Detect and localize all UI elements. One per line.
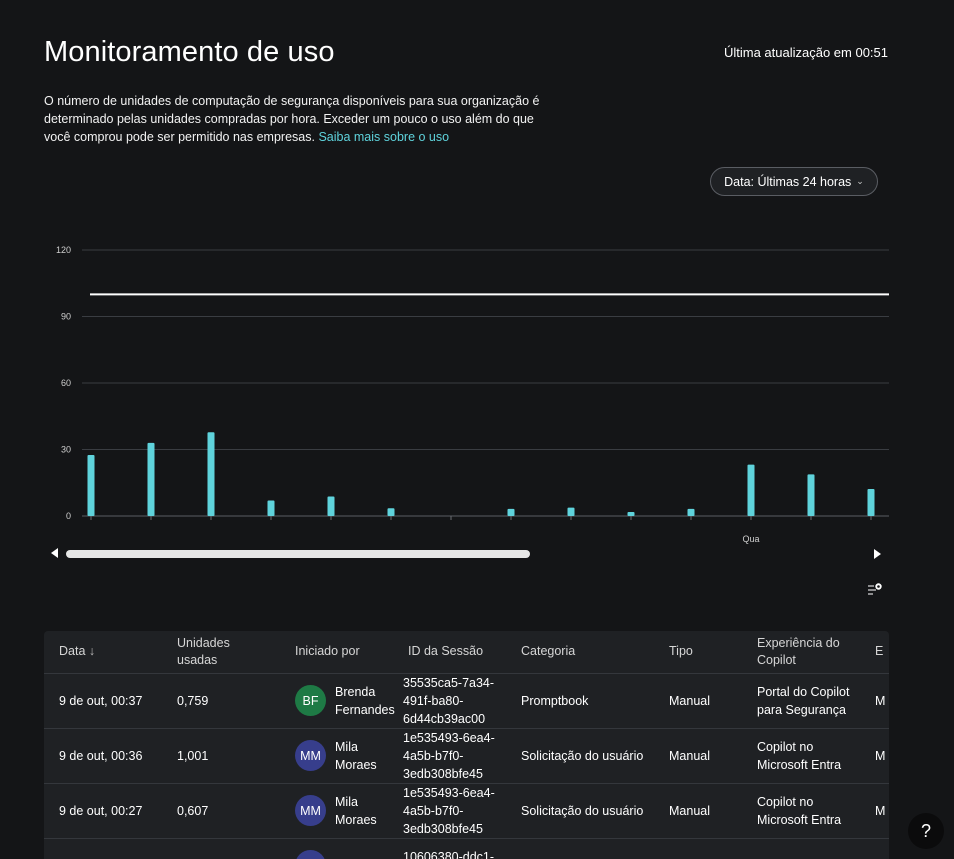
- cell-category: [506, 838, 654, 859]
- learn-more-link[interactable]: Saiba mais sobre o uso: [318, 130, 450, 144]
- cell-extra: M: [860, 728, 889, 784]
- chart-settings-icon[interactable]: [866, 582, 884, 596]
- usage-bar[interactable]: [327, 496, 335, 516]
- cell-initiated-by: MM Mila Moraes: [280, 783, 393, 839]
- cell-type: Manual: [654, 673, 742, 729]
- usage-table: Data ↓ Unidades usadas Iniciado por ID d…: [44, 631, 889, 859]
- avatar: MM: [295, 740, 326, 771]
- cell-session-id[interactable]: 35535ca5-7a34- 491f-ba80- 6d44cb39ac00: [393, 673, 506, 729]
- table-row[interactable]: 9 de out, 00:27 0,607 MM Mila Moraes 1e535493…: [44, 783, 889, 839]
- usage-bar[interactable]: [687, 508, 695, 516]
- y-tick-label: 60: [61, 378, 71, 388]
- sort-down-arrow-icon: ↓: [88, 644, 96, 659]
- column-header-extra[interactable]: E: [860, 631, 889, 674]
- cell-units: [162, 838, 280, 859]
- scroll-right-arrow-icon[interactable]: [874, 549, 881, 559]
- column-header-date[interactable]: Data ↓: [44, 631, 162, 674]
- date-filter-label: Data: Últimas 24 horas: [724, 174, 852, 189]
- table-row[interactable]: 9 de out, 00:37 0,759 BF Brenda Fernandes 355…: [44, 673, 889, 729]
- chart-scrollbar-thumb[interactable]: [66, 550, 530, 558]
- user-name[interactable]: Brenda Fernandes: [335, 684, 395, 717]
- avatar: MM: [295, 795, 326, 826]
- usage-bar[interactable]: [147, 442, 155, 516]
- usage-bar[interactable]: [267, 500, 275, 516]
- cell-initiated-by: BF Brenda Fernandes: [280, 673, 395, 729]
- usage-description: O número de unidades de computação de se…: [44, 92, 544, 146]
- cell-date: 9 de out, 00:37: [44, 673, 162, 729]
- usage-bar[interactable]: [867, 488, 875, 516]
- usage-chart: 120 90 60 30 0 Qua: [56, 245, 889, 544]
- usage-bar[interactable]: [387, 508, 395, 516]
- cell-units: 0,759: [162, 673, 280, 729]
- cell-units: 0,607: [162, 783, 280, 839]
- cell-units: 1,001: [162, 728, 280, 784]
- page-title: Monitoramento de uso: [44, 36, 335, 68]
- scroll-left-arrow-icon[interactable]: [51, 548, 58, 558]
- column-header-session-id[interactable]: ID da Sessão: [393, 631, 506, 674]
- cell-category: Promptbook: [506, 673, 654, 729]
- cell-category: Solicitação do usuário: [506, 728, 654, 784]
- chevron-down-icon: ⌄: [856, 176, 864, 186]
- cell-extra: M: [860, 673, 889, 729]
- column-header-initiated-by[interactable]: Iniciado por: [280, 631, 393, 674]
- table-row[interactable]: 9 de out, 00:36 1,001 MM Mila Moraes 1e535493…: [44, 728, 889, 784]
- usage-bar[interactable]: [567, 507, 575, 516]
- cell-copilot-experience: Copilot no Microsoft Entra: [742, 783, 860, 839]
- y-tick-label: 120: [56, 245, 71, 255]
- usage-bar[interactable]: [207, 432, 215, 516]
- cell-category: Solicitação do usuário: [506, 783, 654, 839]
- cell-extra: M: [860, 783, 889, 839]
- y-tick-label: 0: [66, 511, 71, 521]
- cell-copilot-experience: Copilot no Microsoft Entra: [742, 728, 860, 784]
- cell-extra: [860, 838, 889, 859]
- y-tick-label: 30: [61, 445, 71, 455]
- date-filter-button[interactable]: Data: Últimas 24 horas ⌄: [710, 167, 878, 196]
- avatar: BF: [295, 685, 326, 716]
- cell-date: [44, 838, 162, 859]
- cell-type: Manual: [654, 783, 742, 839]
- help-button[interactable]: ?: [908, 813, 944, 849]
- table-header-row: Data ↓ Unidades usadas Iniciado por ID d…: [44, 631, 889, 674]
- user-name[interactable]: Mila Moraes: [335, 739, 377, 772]
- usage-bar[interactable]: [627, 512, 635, 516]
- y-tick-label: 90: [61, 312, 71, 322]
- cell-session-id[interactable]: 1e535493-6ea4- 4a5b-b7f0- 3edb308bfe45: [393, 783, 506, 839]
- column-header-units[interactable]: Unidades usadas: [162, 631, 280, 674]
- avatar: [295, 850, 326, 859]
- cell-initiated-by: Mila: [280, 838, 393, 859]
- user-name[interactable]: Mila Moraes: [335, 794, 377, 827]
- cell-date: 9 de out, 00:27: [44, 783, 162, 839]
- table-row[interactable]: Mila10606380-ddc1- Copilot no: [44, 838, 889, 859]
- description-text: O número de unidades de computação de se…: [44, 94, 540, 144]
- cell-session-id[interactable]: 10606380-ddc1-: [393, 838, 506, 859]
- cell-type: [654, 838, 742, 859]
- column-header-copilot-experience[interactable]: Experiência do Copilot: [742, 631, 860, 674]
- cell-type: Manual: [654, 728, 742, 784]
- usage-bar[interactable]: [747, 464, 755, 516]
- cell-session-id[interactable]: 1e535493-6ea4- 4a5b-b7f0- 3edb308bfe45: [393, 728, 506, 784]
- usage-bar[interactable]: [87, 455, 95, 516]
- last-update-text: Última atualização em 00:51: [723, 45, 888, 60]
- cell-copilot-experience: Copilot no: [742, 838, 860, 859]
- cell-copilot-experience: Portal do Copilot para Segurança: [742, 673, 860, 729]
- column-header-category[interactable]: Categoria: [506, 631, 654, 674]
- column-header-type[interactable]: Tipo: [654, 631, 742, 674]
- cell-date: 9 de out, 00:36: [44, 728, 162, 784]
- usage-bar[interactable]: [507, 508, 515, 516]
- usage-bar[interactable]: [807, 474, 815, 516]
- cell-initiated-by: MM Mila Moraes: [280, 728, 393, 784]
- x-tick-label: Qua: [742, 534, 759, 544]
